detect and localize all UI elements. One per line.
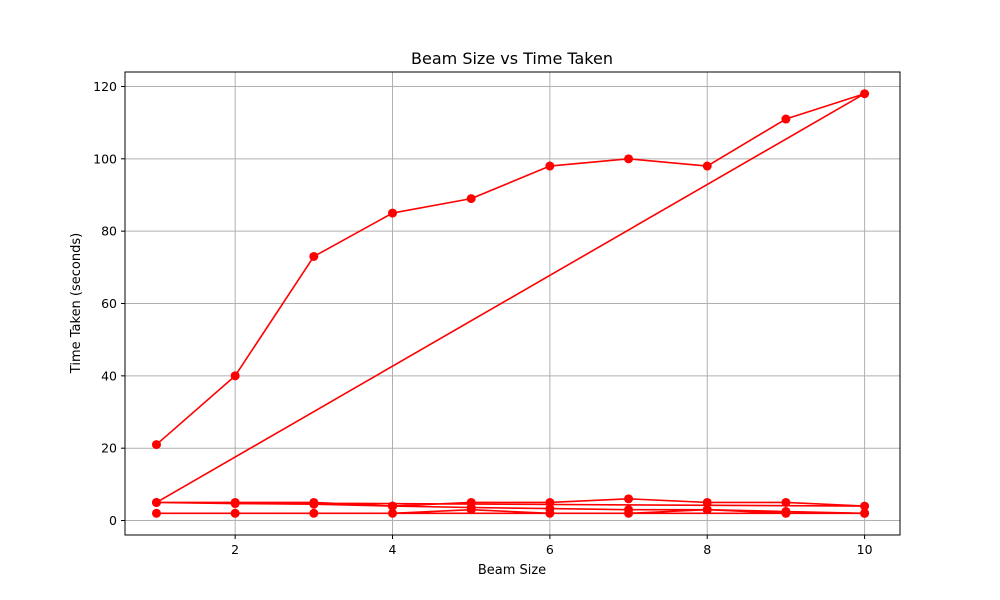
- data-point: [781, 114, 791, 124]
- data-point: [388, 208, 398, 218]
- y-tick-label: 100: [93, 151, 117, 166]
- data-line: [155, 92, 866, 515]
- x-tick-label: 6: [546, 542, 554, 557]
- data-point: [702, 161, 712, 171]
- data-point: [230, 508, 240, 518]
- y-tick-label: 20: [101, 441, 117, 456]
- y-tick-label: 0: [109, 513, 117, 528]
- data-point: [388, 508, 398, 518]
- series-line: [155, 92, 866, 515]
- data-point: [545, 508, 555, 518]
- data-point: [309, 508, 319, 518]
- y-tick-label: 40: [101, 368, 117, 383]
- data-point: [151, 508, 161, 518]
- data-point: [860, 508, 870, 518]
- x-tick-label: 2: [231, 542, 239, 557]
- x-tick-label: 10: [857, 542, 873, 557]
- grid: [125, 72, 900, 535]
- y-axis-ticks: 0 20 40 60 80 100 120: [93, 79, 125, 528]
- x-axis-label: Beam Size: [478, 563, 546, 578]
- data-point: [388, 501, 398, 511]
- y-tick-label: 60: [101, 296, 117, 311]
- data-markers: [151, 89, 870, 518]
- data-point: [624, 154, 634, 164]
- data-point: [702, 505, 712, 515]
- data-point: [466, 505, 476, 515]
- data-point: [309, 499, 319, 509]
- x-axis-ticks: 2 4 6 8 10: [231, 535, 873, 557]
- y-tick-label: 120: [93, 79, 117, 94]
- chart-title: Beam Size vs Time Taken: [411, 49, 613, 68]
- x-tick-label: 4: [389, 542, 397, 557]
- data-point: [860, 89, 870, 99]
- data-point: [860, 501, 870, 511]
- data-point: [151, 440, 161, 450]
- data-point: [230, 499, 240, 509]
- x-tick-label: 8: [703, 542, 711, 557]
- data-point: [545, 497, 555, 507]
- data-point: [624, 508, 634, 518]
- data-point: [624, 494, 634, 504]
- data-point: [702, 497, 712, 507]
- data-point: [781, 508, 791, 518]
- data-point: [545, 161, 555, 171]
- data-point: [466, 194, 476, 204]
- data-point: [151, 497, 161, 507]
- y-tick-label: 80: [101, 224, 117, 239]
- y-axis-label: Time Taken (seconds): [69, 233, 84, 374]
- data-point: [781, 497, 791, 507]
- data-point: [309, 251, 319, 261]
- data-point: [230, 371, 240, 381]
